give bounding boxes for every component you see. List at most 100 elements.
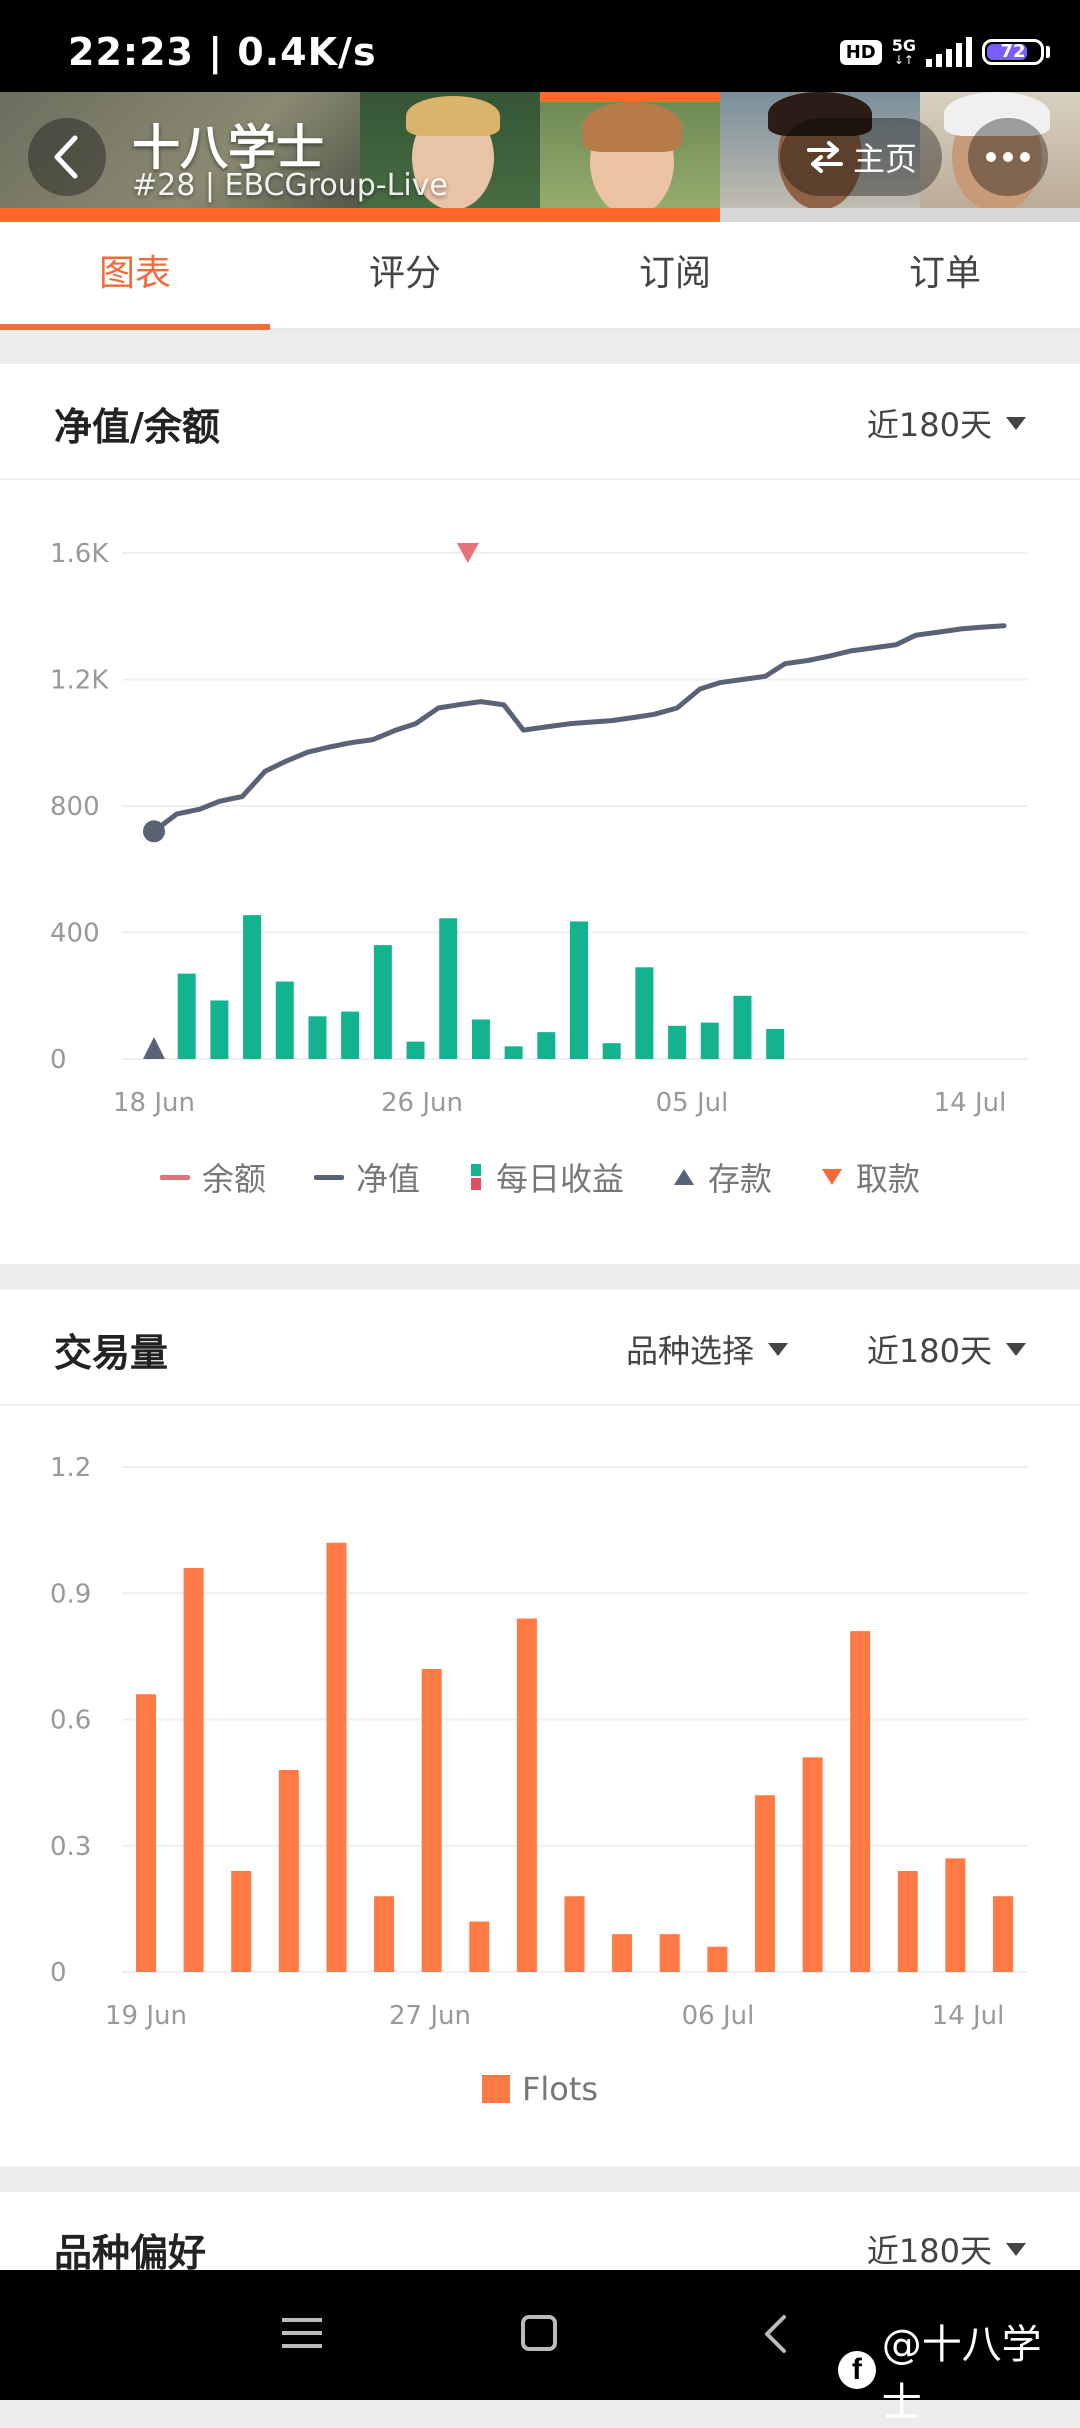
y-tick-label: 400 (50, 919, 100, 949)
back-nav-icon[interactable] (762, 2314, 788, 2354)
more-button[interactable] (968, 118, 1048, 196)
legend-deposit-label: 存款 (708, 1160, 773, 1198)
x-tick-label: 14 Jul (934, 1088, 1007, 1118)
volume-bar (183, 1568, 204, 1972)
symbol-select-dropdown[interactable]: 品种选择 (626, 1326, 788, 1372)
legend-daily-profit[interactable]: 每日收益 (468, 1154, 624, 1200)
legend-balance[interactable]: 余额 (159, 1154, 266, 1200)
volume-card: 交易量 品种选择 近180天 1.2 0.9 0.6 0.3 0 19 Jun 27 Jun… (0, 1290, 1080, 2166)
equity-period-dropdown[interactable]: 近180天 (867, 400, 1026, 446)
x-tick-label: 19 Jun (105, 2001, 187, 2031)
daily-profit-bar (537, 1032, 556, 1059)
hd-icon: HD (839, 39, 882, 65)
banner-photo (540, 92, 720, 222)
equity-line (151, 623, 1007, 834)
preference-card: 品种偏好 近180天 (0, 2192, 1080, 2270)
y-tick-label: 1.2 (50, 1453, 91, 1483)
x-tick-label: 14 Jul (932, 2001, 1005, 2031)
volume-bar (612, 1934, 633, 1972)
swap-icon (806, 141, 843, 173)
volume-legend: Flots (0, 2070, 1080, 2108)
equity-period-label: 近180天 (866, 406, 992, 444)
y-tick-label: 0.6 (50, 1706, 91, 1736)
x-tick-label: 05 Jul (656, 1088, 729, 1118)
daily-profit-bar (504, 1046, 523, 1059)
profile-title: 十八学士 (132, 120, 325, 176)
daily-profit-bar (210, 1000, 229, 1059)
volume-bar (897, 1871, 918, 1972)
banner-accent-stripe (720, 208, 1080, 222)
daily-profit-bar (243, 915, 262, 1059)
profile-banner: 十八学士 #28 | EBCGroup-Live 主页 (0, 92, 1080, 222)
y-tick-label: 0 (50, 1958, 67, 1988)
y-tick-label: 800 (50, 792, 100, 822)
legend-flots[interactable]: Flots (481, 2070, 599, 2108)
tab-chart[interactable]: 图表 (0, 222, 270, 330)
network-label: 5G (891, 36, 916, 55)
symbol-select-label: 品种选择 (625, 1332, 754, 1370)
chevron-down-icon (1006, 416, 1026, 430)
battery-cap (1046, 46, 1050, 58)
legend-deposit[interactable]: 存款 (672, 1154, 772, 1200)
volume-bar (374, 1896, 395, 1972)
tab-bar: 图表 评分 订阅 订单 (0, 222, 1080, 330)
x-tick-label: 06 Jul (682, 2001, 755, 2031)
back-icon (54, 135, 78, 179)
chevron-down-icon (768, 1342, 788, 1356)
preference-period-dropdown[interactable]: 近180天 (867, 2226, 1026, 2270)
deposit-marker (143, 1037, 165, 1059)
preference-title: 品种偏好 (54, 2231, 207, 2270)
y-tick-label: 1.6K (50, 539, 109, 569)
daily-profit-bar (471, 1019, 490, 1059)
volume-bar (469, 1921, 490, 1972)
more-icon (986, 152, 996, 162)
volume-period-label: 近180天 (866, 1332, 992, 1370)
tab-subscribe[interactable]: 订阅 (638, 253, 711, 294)
balance-legend-icon (159, 1175, 190, 1180)
legend-flots-label: Flots (521, 2070, 599, 2108)
banner-accent-stripe (0, 208, 720, 222)
battery-icon: 72 (982, 39, 1044, 65)
avatar-hair (944, 92, 1050, 136)
daily-profit-bar (668, 1025, 687, 1059)
daily-profit-bar (700, 1022, 719, 1059)
chevron-down-icon (1006, 2242, 1026, 2256)
equity-title: 净值/余额 (54, 405, 220, 449)
daily-profit-bar (635, 967, 654, 1059)
volume-bar (564, 1896, 585, 1972)
legend-withdraw-label: 取款 (856, 1160, 921, 1198)
menu-icon[interactable] (282, 2316, 322, 2350)
home-button[interactable]: 主页 (780, 118, 942, 196)
y-tick-label: 0.3 (50, 1832, 91, 1862)
daily-profit-bar (570, 921, 588, 1059)
home-nav-icon[interactable] (520, 2314, 558, 2352)
daily-profit-bar (308, 1016, 327, 1059)
x-tick-label: 27 Jun (389, 2001, 471, 2031)
equity-card-header: 净值/余额 近180天 (0, 364, 1080, 480)
watermark: f @十八学士 (838, 2312, 1080, 2428)
volume-bar (136, 1694, 156, 1972)
legend-equity[interactable]: 净值 (313, 1154, 420, 1200)
preference-period-label: 近180天 (866, 2232, 992, 2270)
status-icons: HD 5G ↓↑ 72 (839, 34, 1050, 70)
signal-icon (926, 37, 972, 67)
tab-rating[interactable]: 评分 (368, 253, 441, 294)
daily-profit-legend-icon (470, 1164, 481, 1190)
flots-legend-icon (481, 2075, 510, 2103)
legend-withdraw[interactable]: 取款 (820, 1154, 920, 1200)
volume-bar (993, 1896, 1013, 1972)
tab-orders[interactable]: 订单 (908, 253, 981, 294)
watermark-text: @十八学士 (881, 2322, 1042, 2426)
volume-period-dropdown[interactable]: 近180天 (867, 1326, 1026, 1372)
avatar-hair (768, 92, 872, 136)
banner-photo (920, 92, 1080, 222)
avatar-hair (582, 102, 682, 152)
back-button[interactable] (28, 118, 106, 196)
daily-profit-bar (177, 973, 196, 1059)
y-tick-label: 0.9 (50, 1579, 91, 1609)
status-bar: 22:23 | 0.4K/s HD 5G ↓↑ 72 (0, 0, 1080, 92)
daily-profit-bar (602, 1043, 621, 1059)
equity-start-point (143, 820, 165, 843)
volume-bar (754, 1795, 775, 1972)
data-arrows-icon: ↓↑ (893, 53, 914, 67)
